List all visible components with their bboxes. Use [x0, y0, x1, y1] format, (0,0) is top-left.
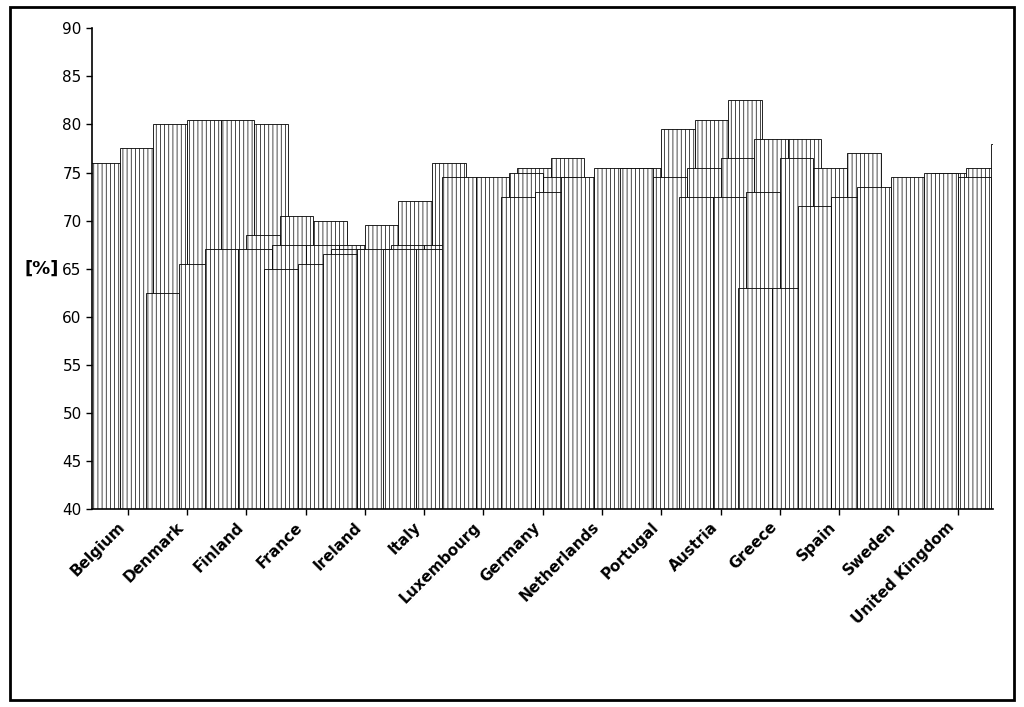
Bar [313, 221, 347, 509]
Bar [357, 250, 390, 509]
Bar [450, 235, 483, 509]
Bar [517, 168, 551, 509]
Bar [120, 148, 154, 509]
Bar [154, 124, 187, 509]
Bar [483, 226, 517, 509]
Bar [653, 177, 687, 509]
Bar [662, 129, 695, 509]
Bar [628, 168, 662, 509]
Bar [991, 144, 1024, 509]
Bar [27, 250, 60, 509]
Bar [492, 230, 525, 509]
Bar [872, 206, 906, 509]
Bar [713, 197, 746, 509]
Bar [187, 119, 220, 509]
Bar [272, 245, 305, 509]
Bar [213, 259, 247, 509]
Bar [906, 201, 940, 509]
Bar [806, 255, 839, 509]
Bar [738, 288, 772, 509]
Bar [695, 119, 728, 509]
Bar [610, 187, 643, 509]
Bar [620, 168, 653, 509]
Bar [416, 250, 450, 509]
Bar [264, 269, 298, 509]
Bar [432, 163, 466, 509]
Bar [239, 250, 272, 509]
Bar [543, 177, 577, 509]
Bar [247, 235, 280, 509]
Bar [195, 235, 228, 509]
Bar [679, 197, 713, 509]
Bar [162, 235, 195, 509]
Bar [365, 226, 398, 509]
Bar [898, 187, 932, 509]
Bar [205, 250, 239, 509]
Bar [966, 168, 999, 509]
Bar [390, 245, 424, 509]
Bar [754, 139, 787, 509]
Bar [94, 250, 128, 509]
Bar [847, 153, 881, 509]
Bar [298, 264, 332, 509]
Bar [501, 197, 535, 509]
Bar [839, 235, 872, 509]
Bar [145, 293, 179, 509]
Bar [721, 158, 754, 509]
Bar [787, 139, 821, 509]
Bar [670, 173, 702, 509]
Bar [442, 177, 475, 509]
Bar [728, 100, 762, 509]
Bar [254, 124, 288, 509]
Bar [798, 206, 831, 509]
Bar [551, 158, 585, 509]
Bar [324, 255, 357, 509]
Bar [602, 192, 636, 509]
Bar [179, 264, 213, 509]
Bar [128, 230, 162, 509]
Bar [398, 201, 432, 509]
Bar [535, 192, 568, 509]
Bar [865, 197, 898, 509]
Bar [568, 192, 602, 509]
Bar [280, 216, 313, 509]
Bar [305, 245, 339, 509]
Bar [509, 173, 543, 509]
Bar [594, 168, 628, 509]
Bar [687, 168, 721, 509]
Bar [332, 250, 365, 509]
Bar [891, 177, 924, 509]
Bar [746, 192, 780, 509]
Y-axis label: [%]: [%] [25, 259, 58, 278]
Bar [475, 177, 509, 509]
Bar [577, 182, 610, 509]
Bar [772, 288, 806, 509]
Bar [383, 250, 416, 509]
Bar [831, 197, 865, 509]
Bar [373, 240, 407, 509]
Bar [86, 163, 120, 509]
Bar [60, 255, 94, 509]
Bar [924, 173, 957, 509]
Bar [957, 177, 991, 509]
Bar [813, 168, 847, 509]
Bar [339, 245, 373, 509]
Bar [424, 245, 458, 509]
Bar [932, 173, 966, 509]
Bar [458, 230, 492, 509]
Bar [220, 119, 254, 509]
Bar [636, 177, 670, 509]
Bar [780, 158, 813, 509]
Bar [560, 177, 594, 509]
Bar [857, 187, 891, 509]
